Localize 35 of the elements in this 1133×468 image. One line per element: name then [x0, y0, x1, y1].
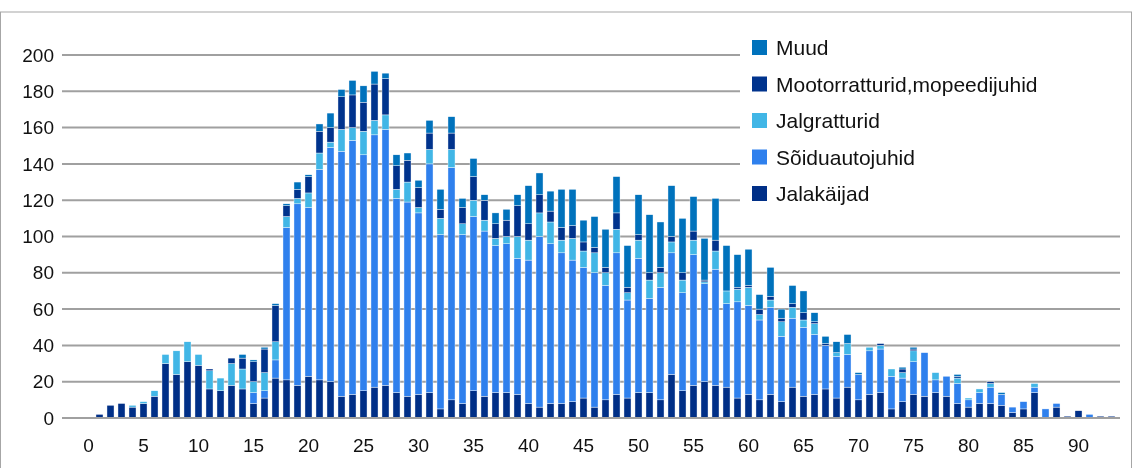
x-tick-label: 15 [242, 435, 265, 456]
y-tick-label: 140 [22, 153, 54, 175]
x-tick-label: 20 [297, 435, 320, 456]
y-tick-label: 100 [22, 226, 54, 248]
x-tick-label: 60 [737, 435, 760, 456]
x-tick-label: 55 [682, 435, 705, 456]
x-tick-label: 45 [572, 435, 595, 456]
x-tick-label: 35 [462, 435, 485, 456]
x-tick-label: 10 [187, 435, 210, 456]
y-tick-label: 60 [32, 298, 54, 320]
x-tick-label: 50 [627, 435, 650, 456]
x-tick-label: 90 [1067, 435, 1090, 456]
y-tick-label: 80 [32, 262, 54, 284]
x-tick-label: 85 [1012, 435, 1035, 456]
y-tick-label: 160 [22, 117, 54, 139]
x-tick-label: 5 [138, 435, 149, 456]
legend-label: Jalgratturid [776, 109, 880, 133]
legend-label: Sõiduautojuhid [776, 145, 915, 169]
y-tick-label: 200 [22, 44, 54, 66]
x-tick-label: 30 [407, 435, 430, 456]
x-tick-label: 65 [792, 435, 815, 456]
x-tick-label: 70 [847, 435, 870, 456]
x-tick-label: 75 [902, 435, 925, 456]
y-tick-label: 0 [43, 407, 54, 429]
x-tick-label: 80 [957, 435, 980, 456]
x-tick-label: 40 [517, 435, 540, 456]
y-tick-label: 40 [32, 335, 54, 357]
legend-label: Muud [776, 36, 829, 60]
y-tick-label: 120 [22, 189, 54, 211]
x-tick-label: 0 [83, 435, 94, 456]
x-tick-label: 25 [352, 435, 375, 456]
legend-label: Mootorratturid,mopeedijuhid [776, 72, 1038, 96]
y-tick-label: 20 [32, 371, 54, 393]
legend-label: Jalakäijad [776, 182, 870, 206]
y-tick-label: 180 [22, 80, 54, 102]
